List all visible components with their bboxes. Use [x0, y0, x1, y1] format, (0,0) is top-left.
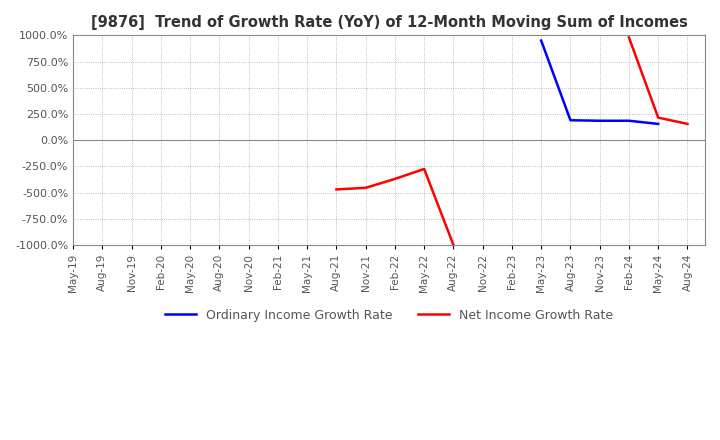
Ordinary Income Growth Rate [654, 121, 662, 127]
Line: Net Income Growth Rate: Net Income Growth Rate [336, 169, 454, 245]
Legend: Ordinary Income Growth Rate, Net Income Growth Rate: Ordinary Income Growth Rate, Net Income … [160, 304, 618, 327]
Ordinary Income Growth Rate [566, 117, 575, 123]
Ordinary Income Growth Rate [625, 118, 634, 123]
Net Income Growth Rate [361, 185, 370, 191]
Line: Ordinary Income Growth Rate: Ordinary Income Growth Rate [541, 40, 658, 124]
Ordinary Income Growth Rate [537, 38, 546, 43]
Title: [9876]  Trend of Growth Rate (YoY) of 12-Month Moving Sum of Incomes: [9876] Trend of Growth Rate (YoY) of 12-… [91, 15, 688, 30]
Net Income Growth Rate [449, 242, 458, 248]
Net Income Growth Rate [332, 187, 341, 192]
Net Income Growth Rate [390, 176, 399, 182]
Ordinary Income Growth Rate [595, 118, 604, 123]
Net Income Growth Rate [420, 166, 428, 172]
